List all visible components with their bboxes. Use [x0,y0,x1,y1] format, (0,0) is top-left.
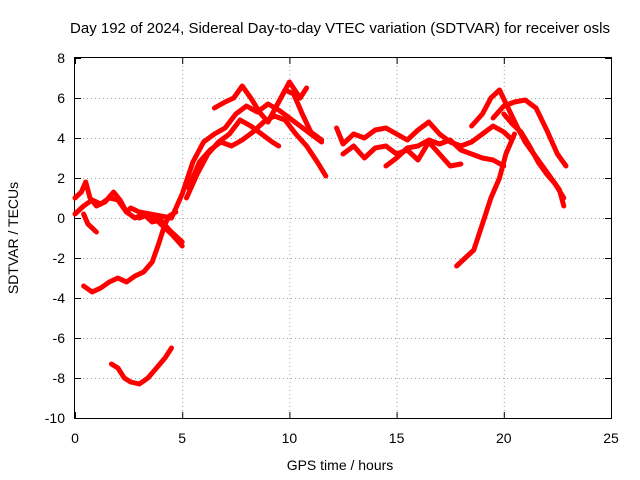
grid [75,58,611,418]
series-trace-5 [108,345,174,387]
y-tick-label: 4 [57,130,65,146]
series-trace-3 [81,211,99,235]
series-trace-4 [81,209,179,295]
series-trace-16 [490,97,569,169]
y-tick-label: -2 [53,250,66,266]
chart-title: Day 192 of 2024, Sidereal Day-to-day VTE… [70,20,610,37]
data-series [72,79,569,387]
x-tick-label: 20 [496,430,512,446]
series-trace-6 [136,101,325,221]
y-tick-label: 8 [57,50,65,66]
series-trace-2 [72,195,185,245]
y-tick-label: -10 [45,410,65,426]
y-tick-label: 2 [57,170,65,186]
y-tick-label: -6 [53,330,66,346]
series-trace-15 [469,87,567,209]
x-tick-label: 0 [71,430,79,446]
y-tick-label: 6 [57,90,65,106]
x-axis-label: GPS time / hours [287,457,394,473]
x-tick-label: 10 [282,430,298,446]
series-trace-14 [454,131,517,269]
series-trace-13 [383,137,507,169]
series-trace-17 [501,111,567,201]
y-tick-label: -4 [53,290,66,306]
y-axis-label: SDTVAR / TECUs [5,182,21,294]
y-tick-label: -8 [53,370,66,386]
x-axis-ticks: 0 5 10 15 20 25 [71,58,619,446]
series-trace-11 [334,119,513,149]
series-trace-8 [184,117,282,201]
x-tick-label: 5 [178,430,186,446]
series-trace-10 [265,79,310,125]
x-tick-label: 15 [389,430,405,446]
plot-frame [74,57,612,419]
y-axis-ticks: -10 -8 -6 -4 -2 0 2 4 6 8 [45,50,611,426]
y-tick-label: 0 [57,210,65,226]
x-tick-label: 25 [603,430,619,446]
